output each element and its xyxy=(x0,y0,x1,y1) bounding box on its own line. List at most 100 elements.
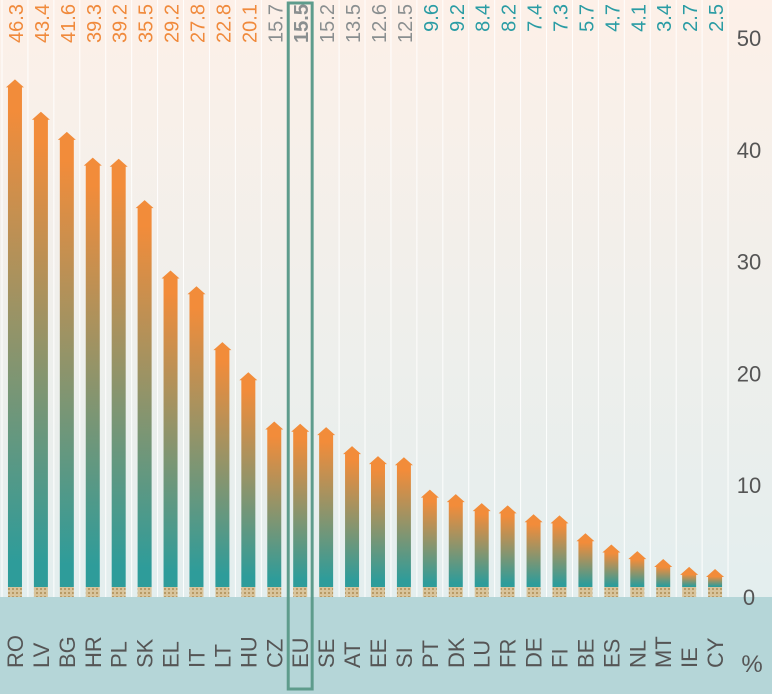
bar-body xyxy=(7,86,22,587)
bar-arrowhead xyxy=(420,489,439,498)
value-label: 7.4 xyxy=(525,4,547,32)
value-label: 4.1 xyxy=(628,4,650,32)
bar-body xyxy=(215,349,230,587)
bar-body xyxy=(604,551,619,587)
y-tick-label: 30 xyxy=(737,250,761,275)
category-axis-band xyxy=(0,597,772,694)
bar-CY xyxy=(706,569,725,597)
bar-body xyxy=(163,277,178,587)
category-label: PL xyxy=(107,641,132,668)
bar-body xyxy=(422,496,437,587)
bar-base xyxy=(448,587,463,597)
bar-body xyxy=(59,138,74,588)
bar-base xyxy=(137,587,152,597)
y-tick-label: 10 xyxy=(737,473,761,498)
value-label: 35.5 xyxy=(136,4,158,43)
bar-EE xyxy=(368,456,387,597)
bar-base xyxy=(630,587,645,597)
value-label: 15.2 xyxy=(317,4,339,43)
bar-SI xyxy=(394,457,413,597)
category-label: CY xyxy=(703,637,728,668)
bar-arrowhead xyxy=(368,456,387,465)
category-label: LV xyxy=(29,642,54,668)
bar-base xyxy=(319,587,334,597)
bar-arrowhead xyxy=(602,544,621,553)
bar-HR xyxy=(83,157,102,597)
value-label: 15.5 xyxy=(291,4,313,43)
bar-IE xyxy=(680,566,699,597)
bar-FR xyxy=(498,505,517,597)
bars xyxy=(5,79,725,597)
value-label: 8.4 xyxy=(473,4,495,32)
value-label: 39.2 xyxy=(110,4,132,43)
bar-base xyxy=(215,587,230,597)
bar-base xyxy=(111,587,126,597)
bar-base xyxy=(85,587,100,597)
bar-DE xyxy=(524,514,543,597)
bar-body xyxy=(474,510,489,587)
y-axis-ticks: 0 10 20 30 40 50 xyxy=(737,26,761,610)
bar-body xyxy=(111,165,126,587)
bar-base xyxy=(526,587,541,597)
bar-arrowhead xyxy=(213,342,232,351)
bar-arrowhead xyxy=(446,494,465,503)
value-label: 2.7 xyxy=(680,4,702,32)
bar-arrowhead xyxy=(57,131,76,140)
bar-arrowhead xyxy=(317,427,336,436)
bar-base xyxy=(370,587,385,597)
value-label: 9.2 xyxy=(447,4,469,32)
bar-arrowhead xyxy=(524,514,543,523)
bar-arrowhead xyxy=(394,457,413,466)
category-label: LT xyxy=(210,644,235,668)
y-tick-label: 20 xyxy=(737,361,761,386)
bar-arrowhead xyxy=(161,270,180,279)
bar-BG xyxy=(57,131,76,597)
bar-arrowhead xyxy=(83,157,102,166)
bar-arrowhead xyxy=(498,505,517,514)
category-label: PT xyxy=(418,640,443,668)
bar-ES xyxy=(602,544,621,597)
bar-arrowhead xyxy=(706,569,725,578)
value-label: 7.3 xyxy=(550,4,572,32)
bar-body xyxy=(448,501,463,587)
category-labels: RO LV BG HR PL SK EL IT LT HU CZ EU SE AT EE SI PT DK LU FR… xyxy=(3,635,728,668)
bar-LV xyxy=(31,111,50,597)
value-label: 27.8 xyxy=(187,4,209,43)
bar-base xyxy=(163,587,178,597)
category-label: DK xyxy=(444,637,469,668)
bar-base xyxy=(474,587,489,597)
category-label: BG xyxy=(55,636,80,668)
bar-IT xyxy=(187,286,206,597)
bar-EU xyxy=(291,423,310,597)
bar-base xyxy=(267,587,282,597)
value-label: 5.7 xyxy=(576,4,598,32)
value-label: 29.2 xyxy=(162,4,184,43)
value-label: 39.3 xyxy=(84,4,106,43)
bar-body xyxy=(396,464,411,587)
bar-EL xyxy=(161,270,180,597)
bar-body xyxy=(267,428,282,587)
bar-base xyxy=(578,587,593,597)
bar-body xyxy=(526,521,541,587)
bar-base xyxy=(7,587,22,597)
category-label: LU xyxy=(470,640,495,668)
category-label: ES xyxy=(599,639,624,668)
bar-arrowhead xyxy=(109,158,128,167)
bar-base xyxy=(656,587,671,597)
bar-body xyxy=(682,573,697,587)
bar-BE xyxy=(576,533,595,597)
category-label: SK xyxy=(133,638,158,668)
value-label: 20.1 xyxy=(239,4,261,43)
bar-DK xyxy=(446,494,465,597)
y-tick-label: 0 xyxy=(743,585,755,610)
value-label: 3.4 xyxy=(654,4,676,32)
bar-PT xyxy=(420,489,439,597)
bar-body xyxy=(33,118,48,588)
category-label: MT xyxy=(651,636,676,668)
eu-highlight-box xyxy=(286,1,314,691)
bar-body xyxy=(578,540,593,587)
bar-arrowhead xyxy=(472,503,491,512)
bar-base xyxy=(552,587,567,597)
